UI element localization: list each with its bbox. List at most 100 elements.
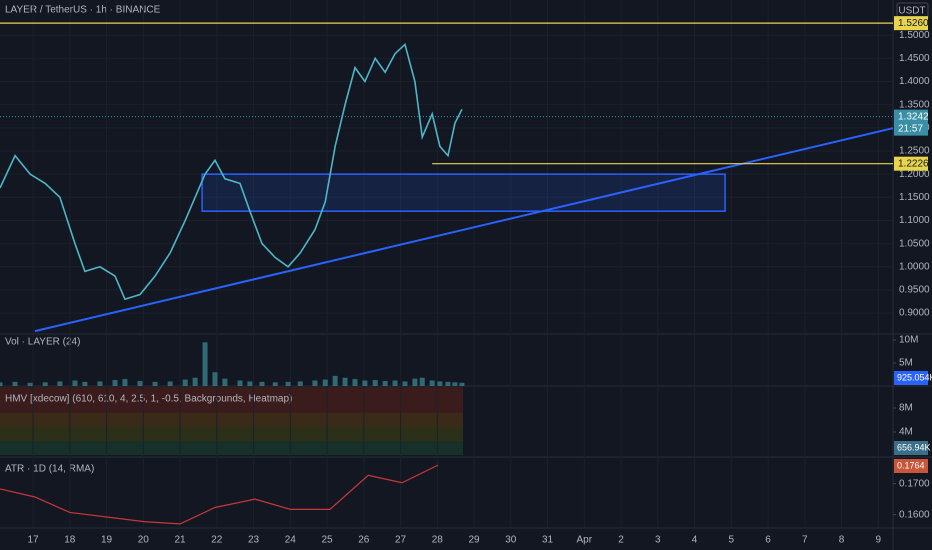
volume-bar xyxy=(362,380,368,386)
level-label: 1.2226 xyxy=(898,158,929,169)
y-tick-label: 0.1700 xyxy=(899,478,930,489)
countdown: 21:57 xyxy=(898,123,923,134)
volume-bar xyxy=(222,378,228,386)
y-tick-label: 1.3500 xyxy=(899,99,930,110)
x-tick-label: Apr xyxy=(577,535,593,546)
volume-bar xyxy=(192,377,198,386)
volume-bar xyxy=(412,378,418,386)
x-tick-label: 3 xyxy=(655,535,661,546)
y-tick-label: 8M xyxy=(899,403,913,414)
currency: USDT xyxy=(898,6,925,17)
volume-bar xyxy=(382,380,388,386)
volume-bar xyxy=(57,381,63,386)
y-tick-label: 5M xyxy=(899,358,913,369)
zone xyxy=(201,173,726,212)
volume-bar xyxy=(182,379,188,386)
x-tick-label: 19 xyxy=(101,535,113,546)
x-tick-label: 4 xyxy=(692,535,698,546)
x-tick-label: 7 xyxy=(802,535,808,546)
value-tag xyxy=(894,459,928,473)
y-tick-label: 0.9500 xyxy=(899,285,930,296)
x-tick-label: 28 xyxy=(432,535,444,546)
indicator-title: ATR · 1D (14, RMA) xyxy=(5,464,94,475)
heatmap-band xyxy=(0,441,463,455)
heatmap-band xyxy=(0,427,463,441)
volume-bar xyxy=(272,382,278,386)
volume-bar xyxy=(452,382,458,386)
series-line xyxy=(0,42,463,301)
y-tick-label: 1.0000 xyxy=(899,261,930,272)
volume-bar xyxy=(72,380,78,386)
volume-bar xyxy=(247,381,253,386)
y-tick-label: 1.1000 xyxy=(899,215,930,226)
x-tick-label: 5 xyxy=(729,535,735,546)
volume-bar xyxy=(285,381,291,386)
x-tick-label: 22 xyxy=(211,535,223,546)
x-tick-label: 23 xyxy=(248,535,260,546)
volume-bar xyxy=(12,381,18,386)
level-tag xyxy=(894,16,928,31)
level-tag xyxy=(894,156,928,171)
x-tick-label: 6 xyxy=(765,535,771,546)
x-tick-label: 2 xyxy=(618,535,624,546)
x-tick-label: 17 xyxy=(28,535,40,546)
x-tick-label: 27 xyxy=(395,535,407,546)
y-tick-label: 1.2500 xyxy=(899,146,930,157)
volume-bar xyxy=(27,382,33,386)
heatmap-band xyxy=(0,413,463,427)
volume-bar xyxy=(112,380,118,386)
x-tick-label: 20 xyxy=(138,535,150,546)
volume-bar xyxy=(122,379,128,386)
x-tick-label: 18 xyxy=(64,535,76,546)
x-tick-label: 8 xyxy=(839,535,845,546)
value-tag xyxy=(894,441,928,455)
y-tick-label: 1.1500 xyxy=(899,192,930,203)
volume-bar xyxy=(372,380,378,386)
y-tick-label: 1.4000 xyxy=(899,76,930,87)
volume-bar xyxy=(322,379,328,386)
value-tag xyxy=(894,371,928,385)
y-tick-label: 0.9000 xyxy=(899,308,930,319)
x-tick-label: 9 xyxy=(876,535,882,546)
y-tick-label: 1.0500 xyxy=(899,238,930,249)
symbol-title: LAYER / TetherUS · 1h · BINANCE xyxy=(5,5,161,16)
value-label: 656.94K xyxy=(897,442,931,452)
volume-bar xyxy=(429,380,435,386)
heatmap-band xyxy=(0,387,463,413)
volume-bar xyxy=(152,381,158,386)
volume-bar xyxy=(97,381,103,386)
y-tick-label: 1.4500 xyxy=(899,53,930,64)
y-tick-label: 1.2000 xyxy=(899,169,930,180)
volume-bar xyxy=(42,382,48,386)
volume-bar xyxy=(459,382,465,386)
y-tick-label: 1.5000 xyxy=(899,30,930,41)
x-tick-label: 29 xyxy=(468,535,480,546)
value-label: 0.1764 xyxy=(897,460,925,470)
volume-bar xyxy=(167,381,173,386)
last-price-tag xyxy=(894,109,928,136)
volume-bar xyxy=(237,380,243,386)
x-tick-label: 21 xyxy=(175,535,187,546)
y-tick-label: 0.1600 xyxy=(899,509,930,520)
volume-bar xyxy=(202,342,208,386)
volume-bar xyxy=(352,379,358,386)
volume-bar xyxy=(259,381,265,386)
indicator-title: Vol · LAYER (24) xyxy=(5,337,80,348)
y-tick-label: 10M xyxy=(899,335,918,346)
last-price-label: 1.3242 xyxy=(898,111,929,122)
volume-bar xyxy=(419,377,425,386)
volume-bar xyxy=(297,381,303,386)
volume-bar xyxy=(437,381,443,386)
value-label: 925.054K xyxy=(897,372,932,382)
y-tick-label: 4M xyxy=(899,427,913,438)
series-line xyxy=(0,464,439,525)
level-label: 1.5260 xyxy=(898,18,929,29)
volume-bar xyxy=(137,380,143,386)
volume-bar xyxy=(342,377,348,386)
indicator-title: HMV [xdecow] (610, 610, 4, 2.5, 1, -0.5,… xyxy=(5,394,292,405)
x-tick-label: 26 xyxy=(358,535,370,546)
volume-bar xyxy=(332,375,338,386)
